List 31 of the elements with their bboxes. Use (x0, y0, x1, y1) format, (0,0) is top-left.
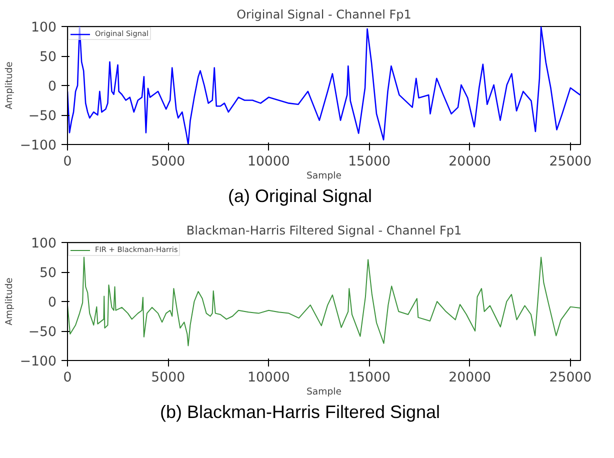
text: (a) Original Signal (228, 185, 372, 208)
line-series (68, 256, 580, 346)
chart-title: Original Signal - Channel Fp1 (236, 8, 412, 22)
x-tick-label: 0 (63, 370, 72, 386)
x-tick-label: 5000 (151, 154, 186, 170)
y-axis-title: Amplitude (4, 61, 15, 110)
y-tick-label: −100 (20, 354, 57, 370)
x-tick-label: 20000 (448, 154, 492, 170)
y-tick-label: 0 (48, 296, 57, 310)
x-axis-title: Sample (306, 386, 342, 398)
x-tick-label: 15000 (348, 154, 390, 170)
y-axis-title: Amplitude (4, 277, 15, 326)
text: (b) Blackman-Harris Filtered Signal (160, 401, 440, 424)
x-tick-label: 25000 (549, 370, 592, 386)
y-tick-label: −50 (28, 109, 57, 124)
x-tick-label: 15000 (348, 370, 390, 386)
x-tick-label: 10000 (247, 370, 290, 386)
x-tick-label: 5000 (151, 370, 186, 386)
y-tick-label: 100 (31, 20, 57, 36)
y-tick-label: 50 (40, 50, 57, 65)
y-tick-label: 0 (48, 80, 57, 94)
y-tick-label: −50 (28, 325, 57, 340)
x-tick-label: 25000 (549, 154, 592, 170)
x-tick-label: 10000 (247, 154, 290, 170)
x-tick-label: 20000 (448, 370, 492, 386)
x-tick-label: 0 (63, 154, 72, 170)
y-tick-label: 50 (40, 266, 57, 281)
chart-title: Blackman-Harris Filtered Signal - Channel Fp1 (186, 224, 462, 238)
x-axis-title: Sample (306, 170, 342, 182)
y-tick-label: 100 (31, 236, 57, 252)
y-tick-label: −100 (20, 138, 57, 154)
